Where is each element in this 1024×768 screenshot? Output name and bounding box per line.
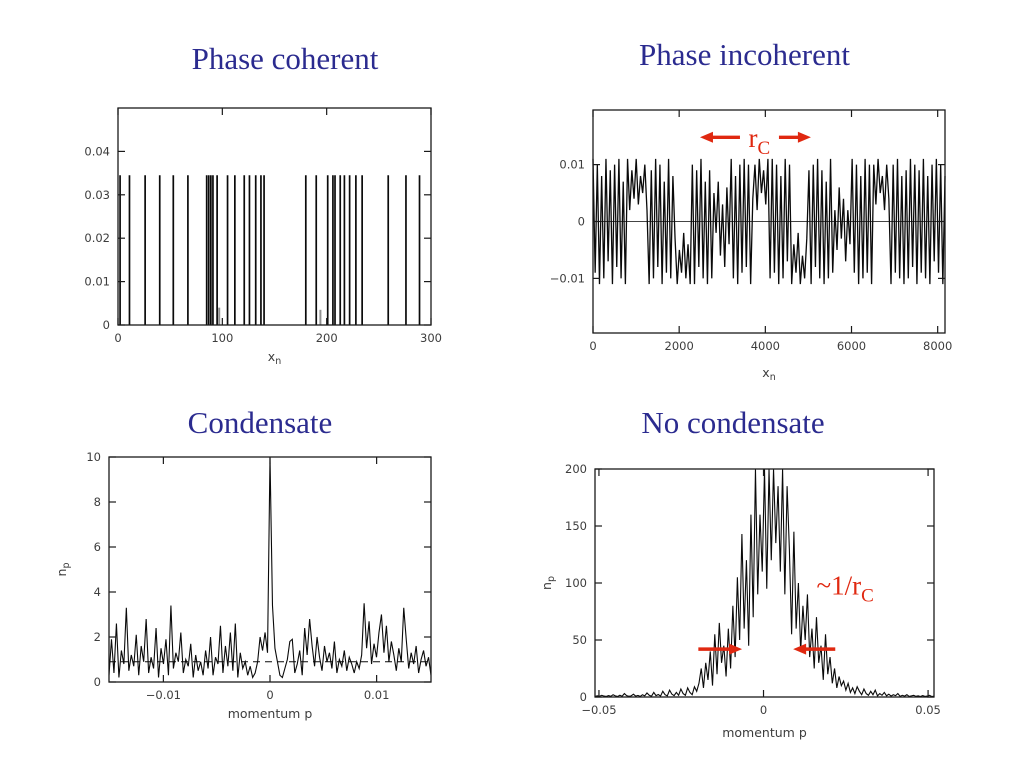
- plot-frame: [594, 468, 935, 698]
- x-tick-label: 200: [316, 331, 338, 345]
- x-axis-label: momentum p: [228, 706, 313, 721]
- y-tick-label: 0: [578, 215, 585, 229]
- chart-title-no-condensate: No condensate: [641, 405, 825, 440]
- condensate-plot: −0.01 0 0.01 0 2 4 6 8 10 momentum p np: [54, 450, 432, 721]
- phase-incoherent-plot: 0 2000 4000 6000 8000 −0.01 0 0.01 xn rC: [550, 109, 952, 383]
- x-tick-label: 2000: [665, 339, 694, 353]
- chart-title-phase-incoherent: Phase incoherent: [639, 37, 850, 72]
- red-annotation-text: ~1/rC: [816, 570, 873, 606]
- y-tick-label: 0.01: [84, 275, 110, 289]
- y-tick-label: 8: [94, 495, 101, 509]
- x-axis-label: xn: [268, 349, 281, 367]
- y-tick-label: 0: [580, 690, 587, 704]
- chart-title-condensate: Condensate: [187, 405, 333, 440]
- x-tick-label: 300: [420, 331, 442, 345]
- x-tick-label: 0.01: [364, 688, 390, 702]
- x-axis-label: xn: [762, 365, 775, 383]
- x-tick-label: −0.01: [146, 688, 181, 702]
- y-tick-label: 200: [565, 462, 587, 476]
- signal-line: [594, 468, 935, 698]
- x-tick-label: 0: [760, 703, 767, 717]
- y-tick-label: −0.01: [550, 271, 585, 285]
- red-arrow-icon: [793, 643, 807, 655]
- y-axis-label: np: [54, 563, 72, 577]
- y-tick-label: 4: [94, 585, 101, 599]
- x-tick-label: 0: [114, 331, 121, 345]
- red-arrow-icon: [797, 131, 811, 143]
- y-tick-label: 150: [565, 519, 587, 533]
- y-tick-label: 0.03: [84, 188, 110, 202]
- y-tick-label: 50: [572, 633, 587, 647]
- x-tick-label: 8000: [923, 339, 952, 353]
- signal-line: [592, 158, 946, 285]
- x-tick-label: 0: [589, 339, 596, 353]
- chart-title-phase-coherent: Phase coherent: [191, 41, 379, 76]
- x-tick-label: 0: [266, 688, 273, 702]
- red-arrow-icon: [699, 131, 713, 143]
- y-tick-label: 100: [565, 576, 587, 590]
- x-tick-label: 0.05: [915, 703, 941, 717]
- y-axis-label: np: [539, 576, 557, 590]
- red-annotation-text: rC: [748, 123, 770, 159]
- signal-line: [108, 456, 432, 680]
- y-tick-label: 0.02: [84, 231, 110, 245]
- x-axis-label: momentum p: [722, 725, 807, 740]
- y-tick-label: 0.04: [84, 144, 110, 158]
- plot-frame: [117, 107, 432, 326]
- y-tick-label: 6: [94, 540, 101, 554]
- x-tick-label: 4000: [751, 339, 780, 353]
- red-arrow-icon: [729, 643, 743, 655]
- y-tick-label: 0: [94, 675, 101, 689]
- y-tick-label: 0.01: [559, 158, 585, 172]
- y-tick-label: 2: [94, 630, 101, 644]
- y-tick-label: 0: [103, 318, 110, 332]
- phase-coherent-plot: 0 100 200 300 0 0.01 0.02 0.03 0.04 xn: [84, 107, 442, 367]
- x-tick-label: 100: [211, 331, 233, 345]
- x-tick-label: −0.05: [581, 703, 616, 717]
- x-tick-label: 6000: [837, 339, 866, 353]
- y-tick-label: 10: [86, 450, 101, 464]
